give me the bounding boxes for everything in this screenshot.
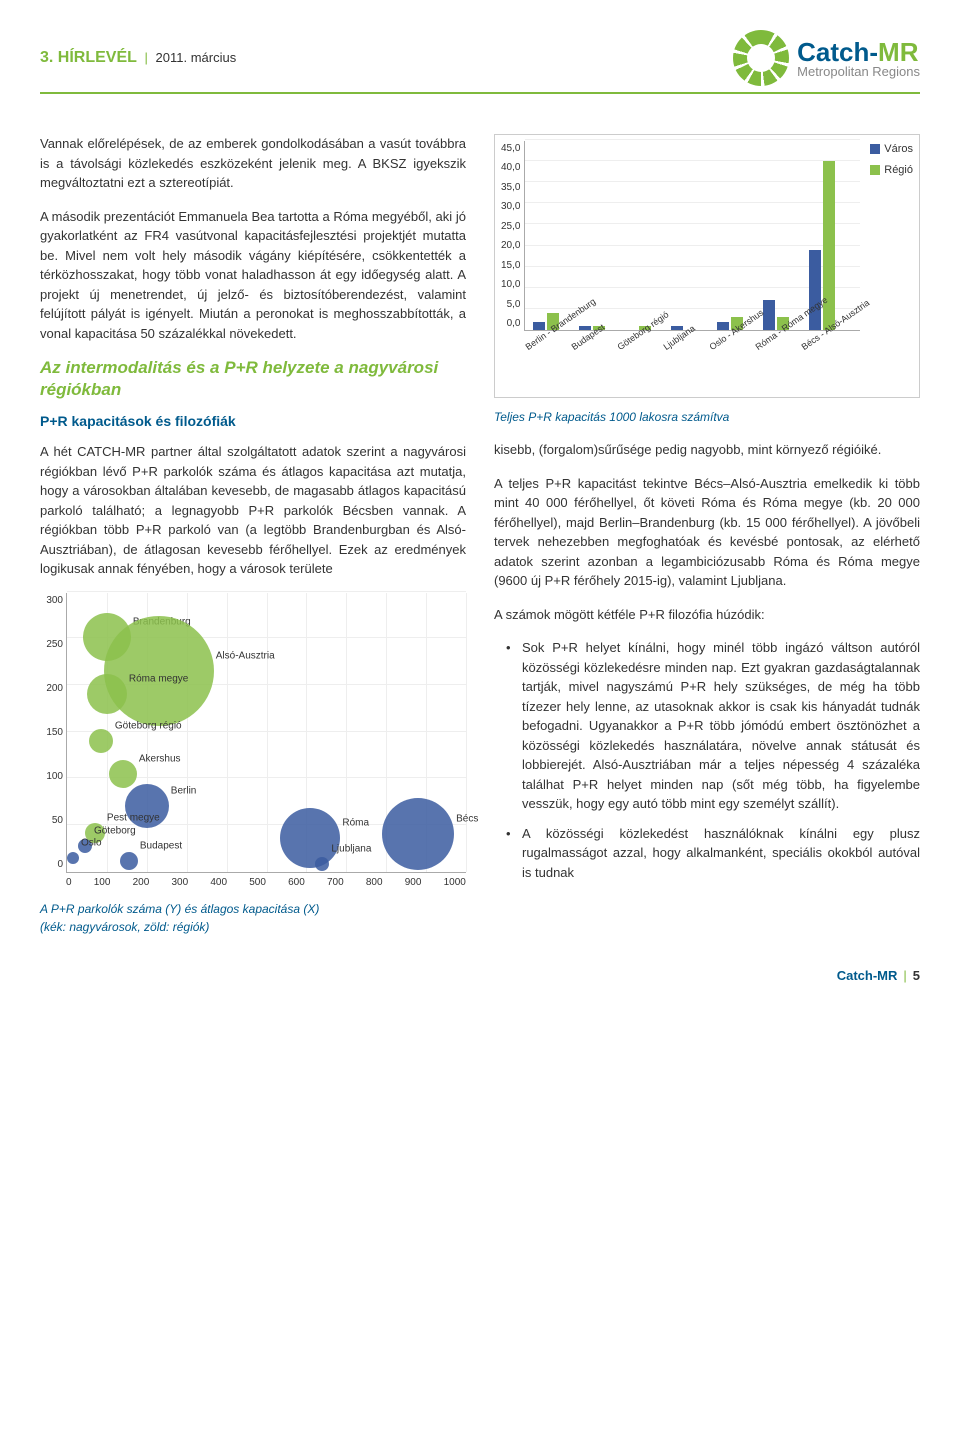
bullet-list: Sok P+R helyet kínálni, hogy minél több … [494,638,920,882]
bubble-label: Róma [342,816,369,831]
bubble-label: Göteborg régió [115,719,182,734]
figure-caption: Teljes P+R kapacitás 1000 lakosra számít… [494,408,920,426]
page-number: 5 [913,966,920,986]
bar-chart: 45,040,035,030,025,020,015,010,05,00,0 B… [494,134,920,398]
logo-burst-icon [733,30,789,86]
bubble-label: Budapest [140,838,182,853]
bubble-point [280,808,340,868]
bubble-chart: 300250200150100500 BrandenburgAlsó-Auszt… [40,593,466,890]
bubble-point [87,674,127,714]
header-title: 3. HÍRLEVÉL | 2011. március [40,46,236,70]
bubble-label: Alsó-Ausztria [216,649,275,664]
list-item: A közösségi közlekedést használóknak kín… [522,824,920,883]
right-column: 45,040,035,030,025,020,015,010,05,00,0 B… [494,134,920,936]
bar [809,250,821,330]
section-title: Az intermodalitás és a P+R helyzete a na… [40,357,466,401]
bubble-point [67,852,79,864]
legend-item: Régió [870,162,913,179]
logo-text-2: MR [878,37,918,67]
body-paragraph: A teljes P+R kapacitást tekintve Bécs–Al… [494,474,920,591]
chart-legend: Város Régió [870,141,913,182]
bubble-label: Bécs [456,812,478,827]
body-paragraph: A hét CATCH-MR partner által szolgáltato… [40,442,466,579]
figure-caption: A P+R parkolók száma (Y) és átlagos kapa… [40,900,466,936]
bubble-point [109,760,137,788]
left-column: Vannak előrelépések, de az emberek gondo… [40,134,466,936]
page-header: 3. HÍRLEVÉL | 2011. március Catch-MR Met… [40,30,920,94]
legend-item: Város [870,141,913,158]
logo-subtitle: Metropolitan Regions [797,65,920,78]
section-subtitle: P+R kapacitások és filozófiák [40,411,466,432]
logo: Catch-MR Metropolitan Regions [733,30,920,86]
list-item: Sok P+R helyet kínálni, hogy minél több … [522,638,920,814]
bubble-label: Akershus [139,751,181,766]
issue-date: 2011. március [156,50,237,65]
issue-number: 3. HÍRLEVÉL [40,49,137,66]
body-paragraph: A második prezentációt Emmanuela Bea tar… [40,207,466,344]
body-paragraph: A számok mögött kétféle P+R filozófia hú… [494,605,920,625]
body-paragraph: Vannak előrelépések, de az emberek gondo… [40,134,466,193]
logo-text-1: Catch- [797,37,878,67]
bubble-point [382,798,454,870]
page-footer: Catch-MR | 5 [40,966,920,986]
bubble-label: Berlin [171,784,197,799]
footer-brand: Catch-MR [837,966,898,986]
bubble-point [315,857,329,871]
bubble-point [120,852,138,870]
bubble-label: Ljubljana [331,842,371,857]
body-paragraph: kisebb, (forgalom)sűrűsége pedig nagyobb… [494,440,920,460]
bubble-label: Róma megye [129,672,188,687]
bubble-point [89,729,113,753]
bubble-label: Oslo [81,835,102,850]
